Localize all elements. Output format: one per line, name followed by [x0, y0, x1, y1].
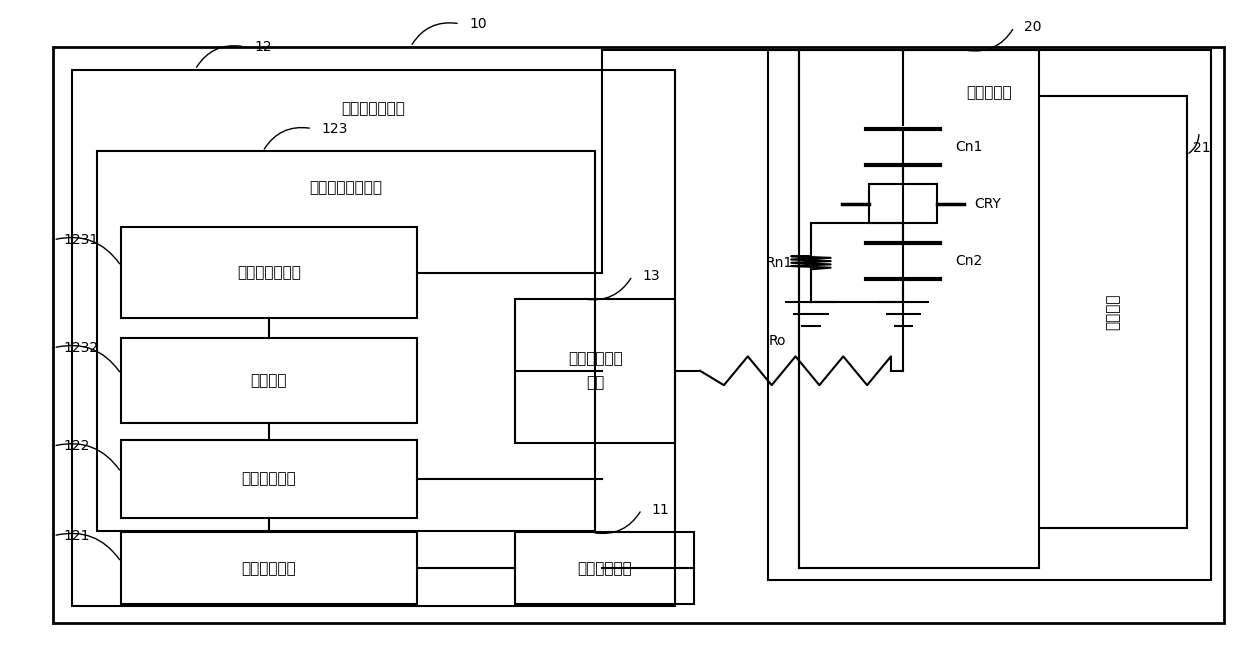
Text: 相位噪声检测模块: 相位噪声检测模块 — [310, 180, 382, 195]
Text: Cn2: Cn2 — [955, 254, 982, 268]
Text: 123: 123 — [322, 121, 348, 135]
Text: 122: 122 — [63, 439, 89, 453]
Text: 初始补偿模块: 初始补偿模块 — [242, 561, 296, 576]
Text: 幅度相位补偿
电路: 幅度相位补偿 电路 — [568, 351, 622, 391]
Text: 21: 21 — [1193, 141, 1210, 155]
Text: 13: 13 — [642, 269, 660, 283]
Text: 振荡电路: 振荡电路 — [1105, 294, 1120, 330]
Bar — [122, 227, 417, 318]
Bar — [1039, 96, 1187, 528]
Text: 11: 11 — [651, 503, 670, 516]
Bar — [97, 151, 595, 531]
Text: 1231: 1231 — [63, 233, 98, 247]
Text: 晶体振荡器: 晶体振荡器 — [967, 85, 1012, 100]
Text: 方向补偿模块: 方向补偿模块 — [242, 471, 296, 486]
Text: 20: 20 — [1024, 20, 1042, 34]
Text: 加速度补偿电路: 加速度补偿电路 — [342, 101, 405, 117]
Bar — [53, 46, 1224, 623]
Bar — [869, 184, 937, 223]
Bar — [122, 440, 417, 518]
Text: 相位噪声检测仪: 相位噪声检测仪 — [237, 265, 301, 280]
Bar — [122, 532, 417, 605]
Text: 12: 12 — [254, 40, 272, 54]
Text: CRY: CRY — [975, 197, 1001, 211]
Bar — [122, 338, 417, 423]
Text: 121: 121 — [63, 529, 89, 543]
Text: Rn1: Rn1 — [765, 256, 792, 270]
Bar — [768, 50, 1211, 580]
Text: 1232: 1232 — [63, 341, 98, 355]
Text: 控制单元: 控制单元 — [250, 373, 288, 388]
Text: Ro: Ro — [769, 334, 786, 348]
Text: 10: 10 — [470, 17, 487, 30]
Bar — [72, 70, 676, 607]
Bar — [516, 532, 694, 605]
Text: Cn1: Cn1 — [955, 139, 982, 154]
Bar — [516, 299, 676, 443]
Text: 加速度传感器: 加速度传感器 — [578, 561, 632, 576]
